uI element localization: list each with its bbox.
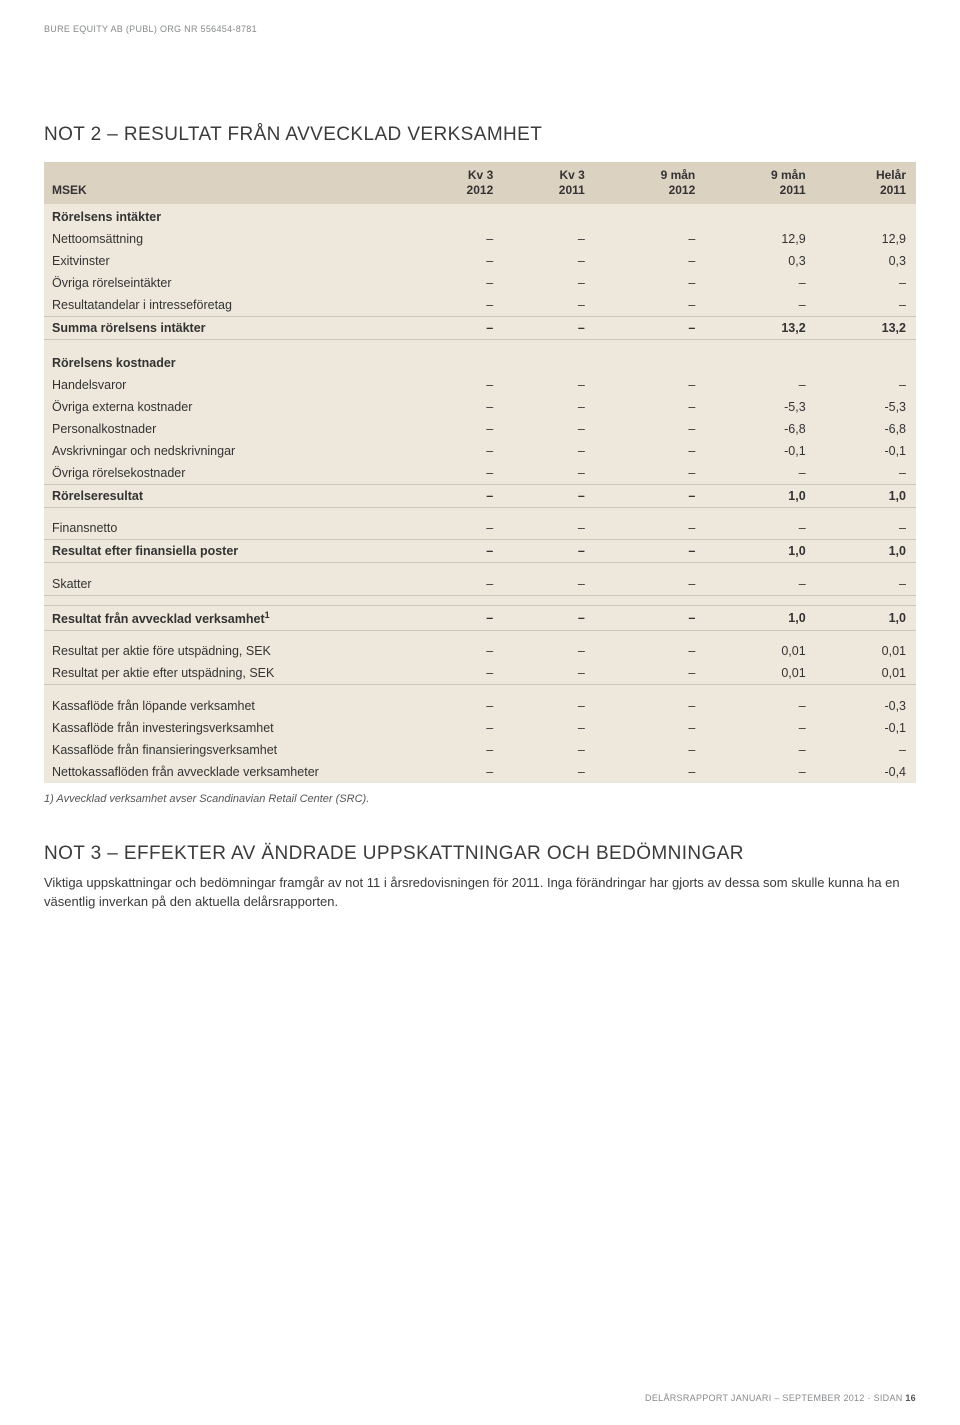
table-row: Nettoomsättning–––12,912,9: [44, 228, 916, 250]
not2-title: NOT 2 – RESULTAT FRÅN AVVECKLAD VERKSAMH…: [44, 124, 916, 146]
not3-body: Viktiga uppskattningar och bedömningar f…: [44, 873, 916, 912]
table-row: Kassaflöde från finansieringsverksamhet–…: [44, 739, 916, 761]
table-row: Personalkostnader–––-6,8-6,8: [44, 418, 916, 440]
not2-footnote: 1) Avvecklad verksamhet avser Scandinavi…: [44, 793, 916, 805]
table-row: Resultat per aktie efter utspädning, SEK…: [44, 662, 916, 685]
spacer: [44, 595, 916, 605]
section-kostnader: Rörelsens kostnader: [44, 350, 916, 374]
col-kv3-2011: Kv 32011: [503, 162, 595, 204]
table-row: Övriga rörelseintäkter–––––: [44, 272, 916, 294]
spacer: [44, 507, 916, 517]
col-9man-2012: 9 mån2012: [595, 162, 705, 204]
page-footer: DELÅRSRAPPORT JANUARI – SEPTEMBER 2012 ·…: [645, 1393, 916, 1403]
table-row: Finansnetto–––––: [44, 517, 916, 540]
row-resultat-avvecklad: Resultat från avvecklad verksamhet1–––1,…: [44, 605, 916, 630]
row-resultat-fin: Resultat efter finansiella poster–––1,01…: [44, 540, 916, 563]
table-row: Avskrivningar och nedskrivningar–––-0,1-…: [44, 440, 916, 462]
not3-title: NOT 3 – EFFEKTER AV ÄNDRADE UPPSKATTNING…: [44, 843, 916, 865]
table-row: Skatter–––––: [44, 573, 916, 596]
col-kv3-2012: Kv 32012: [410, 162, 503, 204]
spacer: [44, 630, 916, 640]
table-row: Övriga rörelsekostnader–––––: [44, 462, 916, 485]
col-label: MSEK: [44, 162, 410, 204]
spacer: [44, 340, 916, 350]
row-rorelseresultat: Rörelseresultat–––1,01,0: [44, 484, 916, 507]
table-row: Nettokassaflöden från avvecklade verksam…: [44, 761, 916, 783]
spacer: [44, 563, 916, 573]
page-number: 16: [905, 1393, 916, 1403]
org-header: BURE EQUITY AB (PUBL) ORG NR 556454-8781: [44, 0, 916, 34]
table-row: Kassaflöde från investeringsverksamhet––…: [44, 717, 916, 739]
table-row: Kassaflöde från löpande verksamhet––––-0…: [44, 695, 916, 717]
footer-text: DELÅRSRAPPORT JANUARI – SEPTEMBER 2012 ·…: [645, 1393, 905, 1403]
col-9man-2011: 9 mån2011: [705, 162, 815, 204]
section-intakter: Rörelsens intäkter: [44, 204, 916, 228]
table-row: Handelsvaror–––––: [44, 374, 916, 396]
not2-table: MSEK Kv 32012 Kv 32011 9 mån2012 9 mån20…: [44, 162, 916, 783]
table-header-row: MSEK Kv 32012 Kv 32011 9 mån2012 9 mån20…: [44, 162, 916, 204]
table-row: Övriga externa kostnader–––-5,3-5,3: [44, 396, 916, 418]
table-row: Exitvinster–––0,30,3: [44, 250, 916, 272]
row-summa-intakter: Summa rörelsens intäkter–––13,213,2: [44, 317, 916, 340]
table-row: Resultatandelar i intresseföretag–––––: [44, 294, 916, 317]
spacer: [44, 685, 916, 695]
col-helar-2011: Helår2011: [816, 162, 916, 204]
table-row: Resultat per aktie före utspädning, SEK–…: [44, 640, 916, 662]
